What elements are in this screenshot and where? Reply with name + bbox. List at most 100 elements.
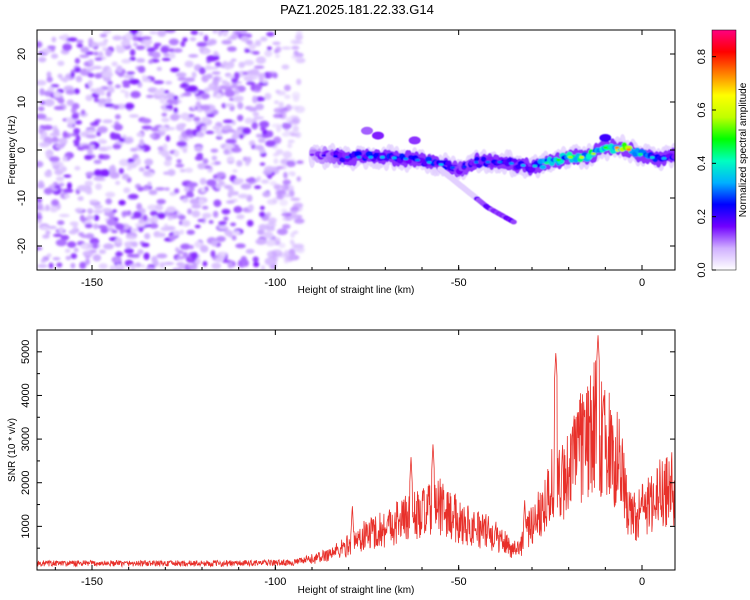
noise-blob (266, 198, 277, 205)
noise-blob (57, 60, 65, 67)
noise-blob (75, 134, 81, 142)
ridge-peak (462, 165, 467, 169)
noise-blob (273, 184, 282, 190)
noise-blob (284, 94, 291, 100)
noise-blob (287, 139, 295, 144)
noise-blob (145, 266, 156, 270)
noise-blob (155, 187, 166, 191)
noise-blob (93, 176, 104, 182)
noise-blob (92, 241, 99, 249)
ridge-bump (361, 126, 373, 135)
noise-blob (220, 252, 227, 257)
noise-blob (46, 76, 53, 83)
noise-blob (244, 49, 251, 53)
noise-blob (88, 59, 94, 65)
noise-blob (179, 168, 186, 173)
noise-blob (127, 162, 138, 169)
noise-blob (195, 95, 203, 100)
noise-blob (219, 85, 228, 90)
colorbar-tick-label: 0.2 (696, 209, 708, 224)
noise-blob (80, 243, 89, 250)
noise-blob (226, 200, 235, 204)
noise-blob (252, 111, 260, 117)
noise-blob (149, 223, 159, 229)
noise-blob (199, 31, 204, 36)
noise-blob (65, 40, 70, 44)
noise-blob (38, 127, 44, 135)
noise-blob (212, 210, 219, 218)
noise-blob (161, 112, 168, 117)
ridge-peak (544, 161, 550, 165)
noise-blob (57, 220, 65, 226)
noise-blob (150, 126, 161, 132)
noise-blob (206, 113, 215, 118)
noise-blob (42, 124, 53, 131)
noise-blob (106, 91, 112, 98)
noise-blob (191, 210, 201, 218)
noise-blob (166, 126, 176, 131)
noise-blob (240, 183, 252, 190)
noise-blob (207, 169, 213, 173)
noise-blob (156, 198, 166, 205)
noise-blob (48, 262, 54, 269)
noise-blob (45, 230, 51, 235)
noise-blob (133, 42, 139, 47)
noise-blob (282, 164, 287, 170)
noise-blob (251, 118, 258, 123)
noise-blob (256, 176, 262, 181)
noise-blob (197, 90, 206, 94)
noise-blob (276, 124, 282, 132)
noise-blob (150, 30, 158, 35)
noise-blob (37, 56, 47, 63)
noise-blob (126, 229, 132, 234)
noise-blob (51, 136, 59, 143)
noise-blob (223, 216, 229, 222)
noise-blob (295, 30, 303, 37)
noise-blob (247, 204, 254, 212)
noise-blob (269, 166, 278, 173)
noise-blob (161, 57, 172, 61)
noise-blob (265, 222, 275, 228)
noise-blob (85, 134, 97, 139)
noise-blob (285, 104, 292, 112)
noise-blob (58, 137, 68, 145)
ridge-peak (309, 153, 315, 157)
noise-blob (66, 182, 72, 190)
noise-blob (255, 133, 263, 138)
noise-blob (79, 214, 85, 222)
noise-blob (174, 247, 180, 252)
noise-blob (227, 261, 234, 269)
noise-blob (115, 223, 125, 230)
noise-blob (92, 223, 99, 230)
noise-blob (130, 30, 139, 35)
noise-blob (98, 249, 107, 255)
noise-blob (255, 56, 267, 64)
noise-blob (174, 188, 180, 194)
noise-blob (169, 113, 180, 121)
noise-blob (234, 88, 240, 95)
noise-blob (221, 39, 233, 45)
noise-blob (144, 221, 150, 225)
noise-blob (267, 217, 277, 224)
noise-blob (121, 58, 132, 64)
noise-blob (202, 205, 209, 210)
noise-blob (102, 30, 112, 35)
noise-blob (145, 165, 150, 170)
noise-blob (189, 244, 194, 250)
noise-blob (178, 137, 190, 142)
x-tick-label: 0 (639, 277, 645, 289)
noise-blob (194, 240, 203, 248)
noise-blob (62, 131, 68, 139)
noise-blob (245, 39, 253, 45)
noise-blob (159, 262, 166, 266)
noise-blob (266, 31, 275, 37)
noise-blob (144, 158, 154, 166)
noise-blob (283, 256, 289, 264)
noise-blob (205, 73, 213, 79)
noise-blob (293, 230, 299, 235)
noise-blob (180, 243, 191, 250)
noise-blob (198, 67, 206, 75)
noise-blob (169, 191, 177, 196)
noise-blob (247, 69, 254, 75)
noise-blob (141, 125, 153, 130)
